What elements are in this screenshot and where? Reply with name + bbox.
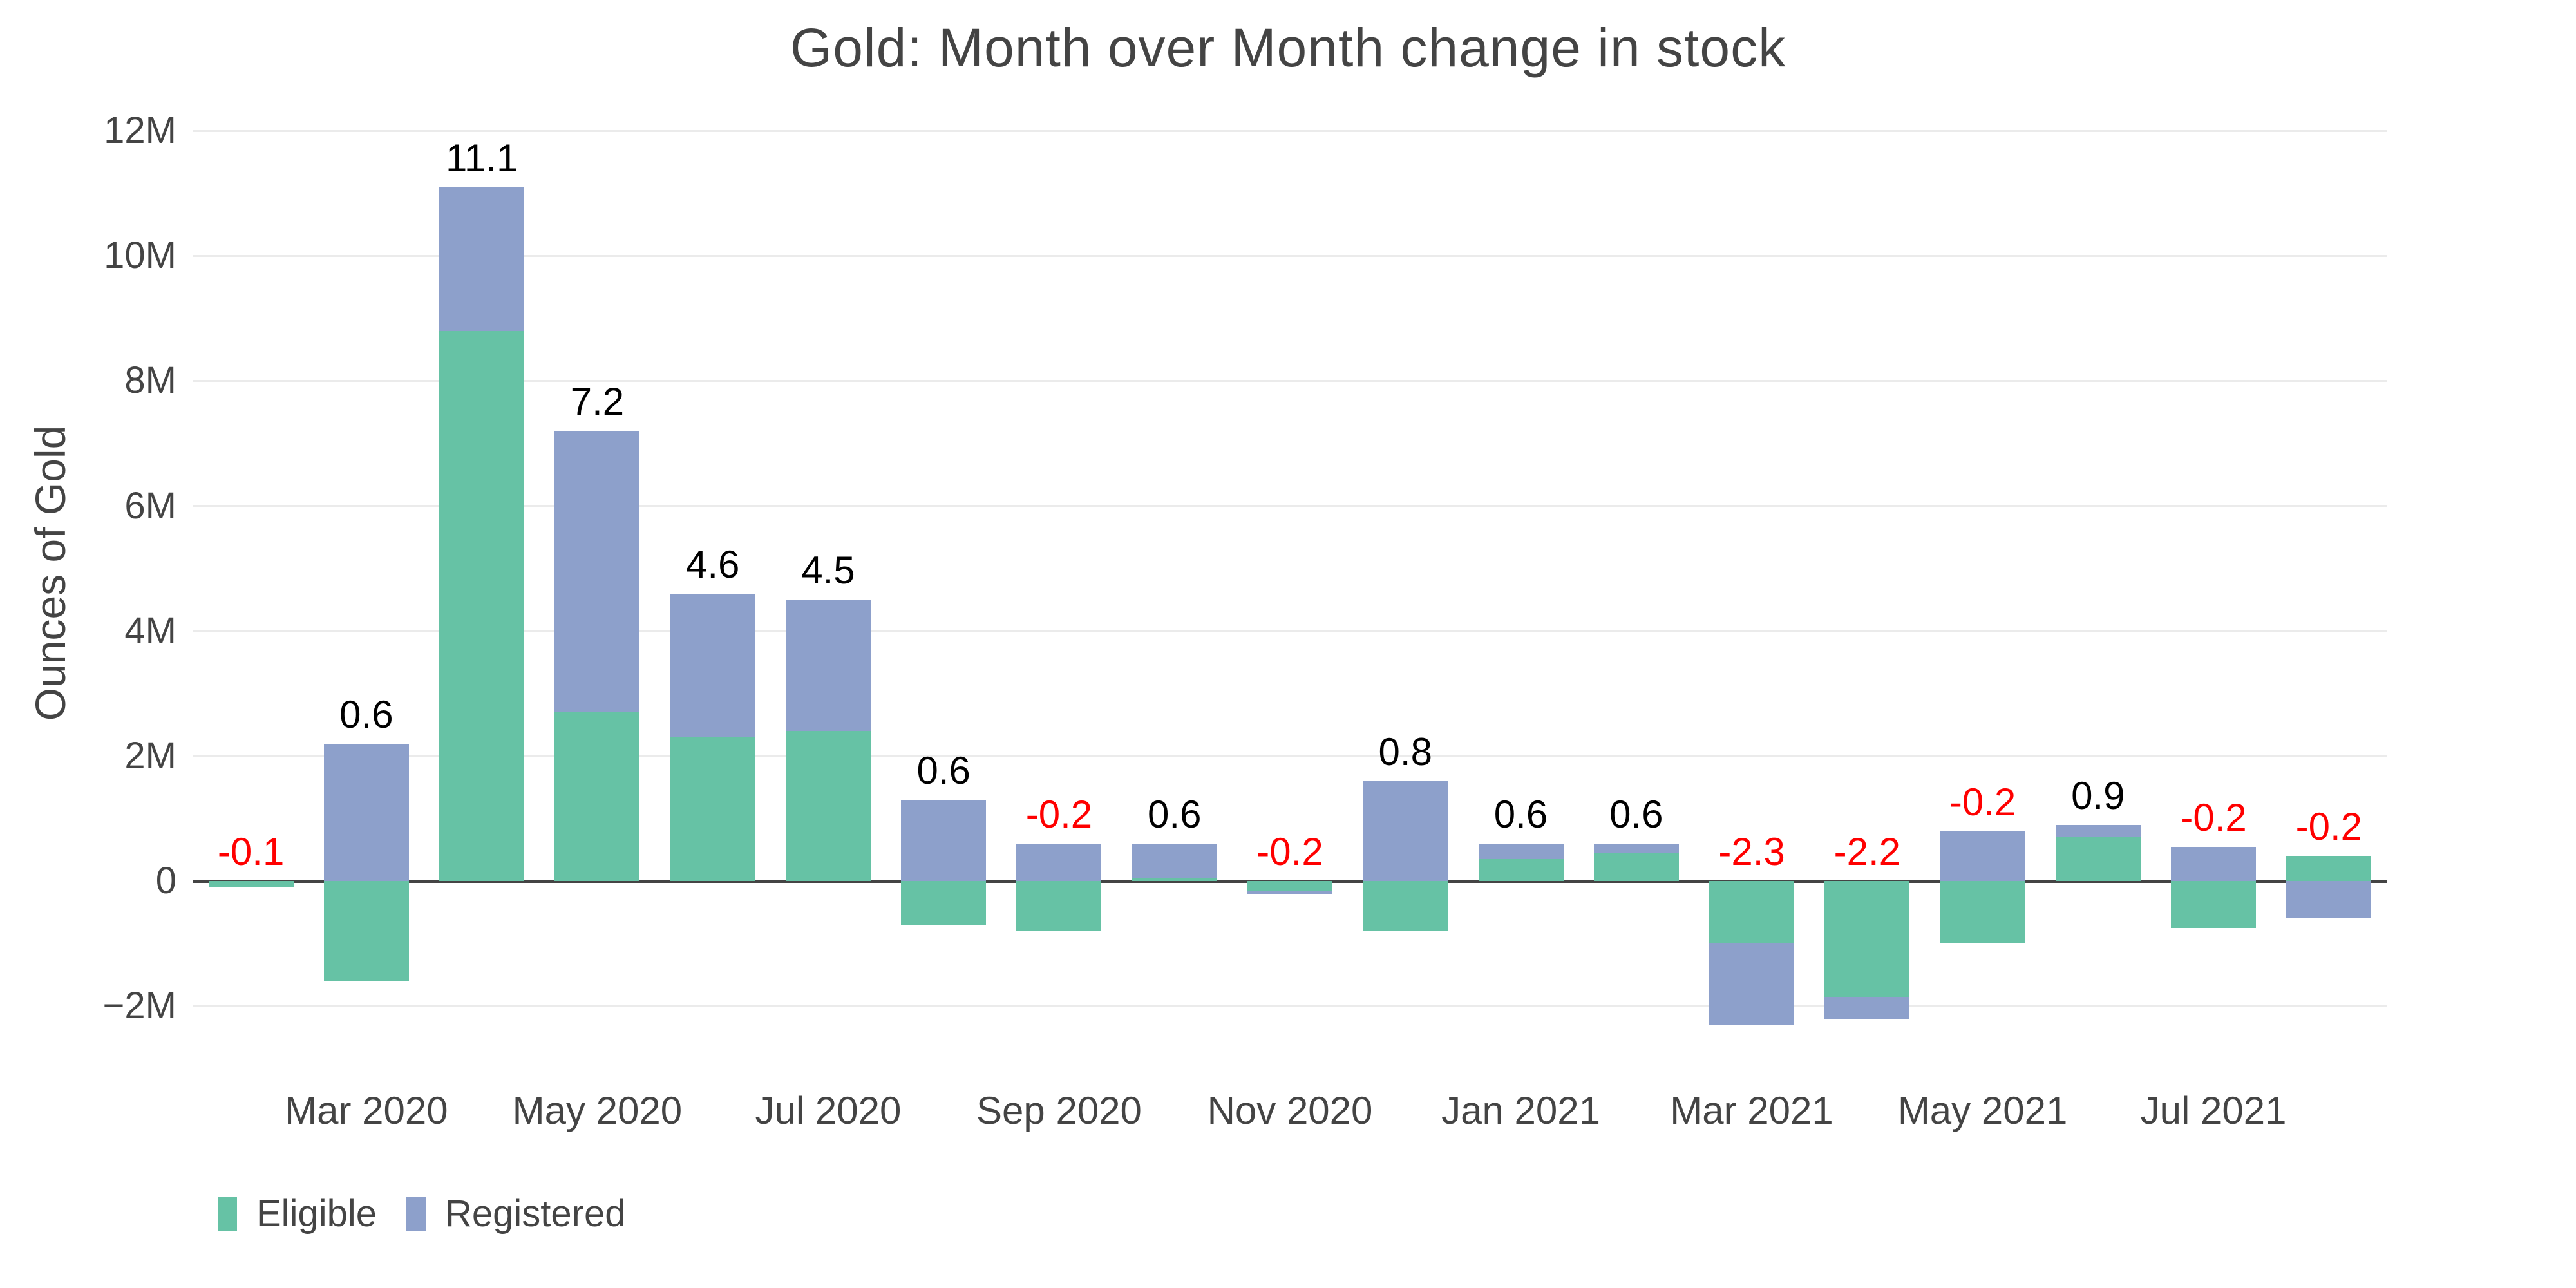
x-tick-label-mar-2020: Mar 2020 (285, 1089, 448, 1132)
bar-segment-registered-may-2020[interactable] (554, 431, 640, 713)
bar-total-label-nov-2020: -0.2 (1256, 830, 1323, 874)
bar-segment-registered-oct-2020[interactable] (1132, 843, 1217, 878)
bar-total-label-may-2020: 7.2 (570, 380, 625, 424)
x-tick-label-jul-2021: Jul 2021 (2140, 1089, 2287, 1132)
gridline-2M (193, 755, 2387, 757)
gridline-12M (193, 129, 2387, 132)
bar-segment-registered-mar-2020[interactable] (323, 743, 409, 882)
legend-item-registered[interactable]: Registered (406, 1192, 625, 1235)
bar-total-label-feb-2021: 0.6 (1609, 792, 1663, 836)
y-tick-label-8M: 8M (124, 359, 176, 402)
bar-segment-eligible-aug-2021[interactable] (2286, 856, 2372, 882)
bar-segment-eligible-jul-2020[interactable] (785, 731, 871, 882)
bar-segment-registered-aug-2020[interactable] (901, 799, 987, 882)
y-tick-label-−2M: −2M (102, 985, 176, 1027)
bar-segment-registered-sep-2020[interactable] (1016, 843, 1102, 882)
gridline-8M (193, 379, 2387, 382)
bar-segment-registered-jun-2021[interactable] (2055, 824, 2141, 838)
y-tick-label-6M: 6M (124, 484, 176, 527)
bar-total-label-apr-2020: 11.1 (445, 136, 518, 180)
bar-segment-eligible-jun-2021[interactable] (2055, 837, 2141, 882)
bar-segment-registered-apr-2021[interactable] (1824, 996, 1910, 1019)
y-axis-title: Ounces of Gold (26, 425, 74, 721)
bar-total-label-dec-2020: 0.8 (1378, 730, 1432, 773)
x-tick-label-nov-2020: Nov 2020 (1207, 1089, 1373, 1132)
bar-segment-registered-aug-2021[interactable] (2286, 881, 2372, 919)
gridline-10M (193, 254, 2387, 257)
bar-segment-eligible-dec-2020[interactable] (1363, 881, 1448, 931)
bar-total-label-jun-2020: 4.6 (685, 542, 740, 586)
bar-segment-eligible-apr-2020[interactable] (439, 330, 525, 882)
bar-total-label-aug-2021: -0.2 (2295, 805, 2363, 849)
bar-segment-registered-jul-2021[interactable] (2171, 846, 2257, 882)
bar-total-label-apr-2021: -2.2 (1833, 830, 1901, 874)
legend-swatch-eligible (218, 1197, 237, 1231)
bar-segment-eligible-jun-2020[interactable] (670, 737, 755, 882)
bar-total-label-mar-2021: -2.3 (1718, 830, 1785, 874)
y-tick-label-0: 0 (155, 860, 176, 902)
bar-segment-eligible-may-2020[interactable] (554, 712, 640, 882)
bar-segment-registered-jan-2021[interactable] (1478, 843, 1564, 860)
bar-total-label-jun-2021: 0.9 (2071, 773, 2125, 817)
bar-segment-eligible-nov-2020[interactable] (1247, 881, 1332, 891)
gridline-6M (193, 505, 2387, 507)
bar-total-label-jul-2021: -0.2 (2180, 795, 2247, 839)
x-tick-label-may-2021: May 2021 (1897, 1089, 2068, 1132)
x-tick-label-mar-2021: Mar 2021 (1670, 1089, 1833, 1132)
plot-area: 12M 10M 8M 6M 4M 2M 0 −2M -0.1 0.6 11.1 7.2 4.6 4.5 0.… (103, 90, 2387, 1132)
bar-segment-eligible-feb-2020[interactable] (208, 881, 294, 887)
bar-total-label-jan-2021: 0.6 (1493, 792, 1548, 836)
bar-segment-eligible-jan-2021[interactable] (1478, 859, 1564, 882)
bar-segment-eligible-jul-2021[interactable] (2171, 881, 2257, 928)
bar-segment-registered-dec-2020[interactable] (1363, 781, 1448, 882)
bar-segment-eligible-sep-2020[interactable] (1016, 881, 1102, 931)
x-tick-label-may-2020: May 2020 (512, 1089, 683, 1132)
y-tick-label-2M: 2M (124, 734, 176, 777)
bar-segment-eligible-oct-2020[interactable] (1132, 878, 1217, 882)
bar-total-label-sep-2020: -0.2 (1025, 792, 1093, 836)
bar-segment-registered-jun-2020[interactable] (670, 593, 755, 737)
bar-total-label-oct-2020: 0.6 (1148, 792, 1202, 836)
legend-label-eligible: Eligible (256, 1193, 377, 1235)
bar-segment-eligible-mar-2020[interactable] (323, 881, 409, 981)
bar-segment-registered-apr-2020[interactable] (439, 187, 525, 331)
bar-total-label-feb-2020: -0.1 (217, 830, 285, 874)
bar-segment-registered-mar-2021[interactable] (1709, 943, 1795, 1025)
legend-label-registered: Registered (445, 1193, 626, 1235)
chart-title: Gold: Month over Month change in stock (790, 17, 1786, 78)
bar-total-label-jul-2020: 4.5 (801, 549, 855, 592)
legend-swatch-registered (406, 1197, 426, 1231)
bar-segment-registered-feb-2021[interactable] (1593, 843, 1679, 853)
legend-item-eligible[interactable]: Eligible (218, 1192, 377, 1235)
bar-total-label-aug-2020: 0.6 (916, 748, 971, 792)
bar-segment-eligible-aug-2020[interactable] (901, 881, 987, 925)
bar-segment-eligible-apr-2021[interactable] (1824, 881, 1910, 997)
bar-total-label-mar-2020: 0.6 (339, 692, 393, 736)
bar-segment-eligible-feb-2021[interactable] (1593, 853, 1679, 882)
bar-segment-registered-jul-2020[interactable] (785, 600, 871, 732)
bar-total-label-may-2021: -0.2 (1949, 780, 2016, 824)
y-tick-label-10M: 10M (104, 234, 176, 277)
x-tick-label-jan-2021: Jan 2021 (1441, 1089, 1600, 1132)
bar-segment-registered-nov-2020[interactable] (1247, 890, 1332, 894)
y-tick-label-12M: 12M (104, 109, 176, 152)
x-tick-label-sep-2020: Sep 2020 (976, 1089, 1142, 1132)
bar-segment-eligible-mar-2021[interactable] (1709, 881, 1795, 944)
bar-segment-registered-may-2021[interactable] (1940, 831, 2025, 882)
legend: Eligible Registered (218, 1192, 625, 1235)
bar-segment-eligible-may-2021[interactable] (1940, 881, 2025, 944)
gridline-4M (193, 630, 2387, 632)
gridline-−2M (193, 1005, 2387, 1007)
x-tick-label-jul-2020: Jul 2020 (755, 1089, 902, 1132)
y-tick-label-4M: 4M (124, 609, 176, 652)
